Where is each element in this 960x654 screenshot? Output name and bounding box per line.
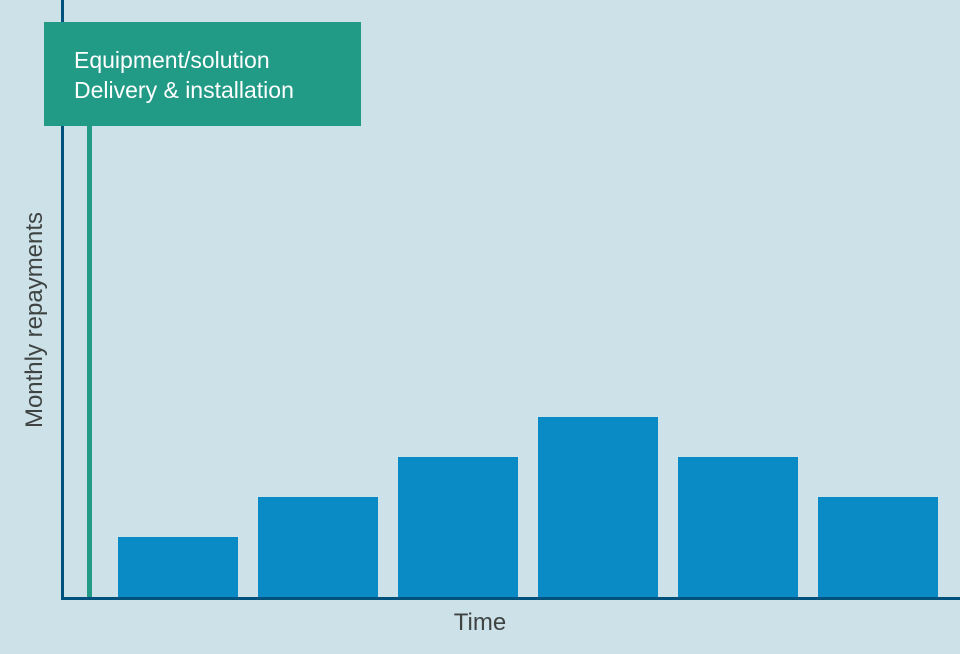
callout-line-1: Equipment/solution (74, 47, 270, 73)
bar-4 (538, 417, 658, 597)
bar-6 (818, 497, 938, 597)
x-axis-line (61, 597, 960, 600)
x-axis-label: Time (453, 609, 507, 636)
bar-2 (258, 497, 378, 597)
y-axis-label: Monthly repayments (21, 211, 48, 429)
bar-1 (118, 537, 238, 597)
y-axis-line (61, 0, 64, 600)
delivery-callout: Equipment/solution Delivery & installati… (44, 22, 361, 126)
bar-5 (678, 457, 798, 597)
bar-3 (398, 457, 518, 597)
delivery-event-line (87, 24, 92, 597)
callout-line-2: Delivery & installation (74, 77, 294, 103)
bars-container (118, 417, 938, 597)
